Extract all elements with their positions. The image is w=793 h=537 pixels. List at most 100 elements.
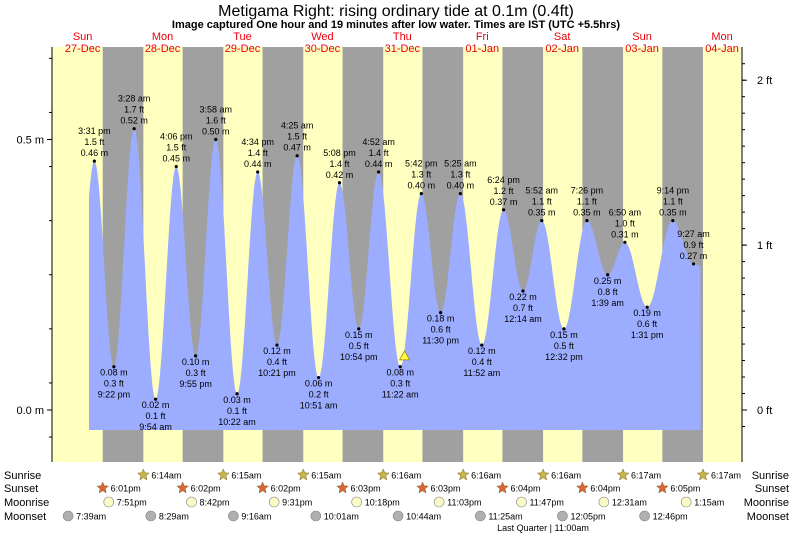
tide-label: 0.35 m xyxy=(659,208,687,218)
tide-label: 1.3 ft xyxy=(411,170,432,180)
tide-label: 7:26 pm xyxy=(571,186,604,196)
tide-label: 9:14 pm xyxy=(657,186,690,196)
tide-label: 0.52 m xyxy=(120,116,148,126)
tide-point xyxy=(132,127,136,131)
tide-point xyxy=(501,208,506,212)
tide-label: 11:22 am xyxy=(382,390,419,400)
day-name: Tue xyxy=(233,31,252,43)
tide-label: 0.44 m xyxy=(244,159,272,169)
sunrise-icon xyxy=(216,468,230,481)
moonset-time: 8:29am xyxy=(159,512,189,522)
tide-label: 9:27 am xyxy=(677,229,710,239)
moonset-row-label-left: Moonset xyxy=(4,511,46,523)
tide-label: 0.5 ft xyxy=(349,341,370,351)
tide-label: 0.1 ft xyxy=(227,406,248,416)
tide-label: 1.1 ft xyxy=(663,197,684,207)
tide-point xyxy=(235,392,239,396)
tide-label: 0.7 ft xyxy=(513,303,534,313)
tide-label: 0.2 ft xyxy=(309,390,330,400)
tide-label: 3:28 am xyxy=(118,94,151,104)
tide-point xyxy=(295,154,299,158)
tide-label: 0.1 ft xyxy=(146,411,167,421)
moonrise-icon xyxy=(351,496,363,508)
tide-label: 5:25 am xyxy=(444,159,477,169)
tide-label: 5:52 am xyxy=(525,186,558,196)
tide-label: 0.12 m xyxy=(263,346,291,356)
tide-label: 10:54 pm xyxy=(340,352,378,362)
tide-label: 1.1 ft xyxy=(532,197,553,207)
sunset-time: 6:01pm xyxy=(111,484,141,494)
sunset-time: 6:03pm xyxy=(430,484,460,494)
tide-label: 4:25 am xyxy=(281,121,314,131)
moonrise-icon xyxy=(680,496,692,508)
sunrise-row-label-right: Sunrise xyxy=(752,470,789,482)
tide-point xyxy=(691,262,696,266)
moonset-icon xyxy=(557,510,568,522)
tide-point xyxy=(480,343,484,347)
moonset-icon xyxy=(62,510,74,522)
tide-label: 9:55 pm xyxy=(179,379,212,389)
sunset-row-label-right: Sunset xyxy=(755,483,789,495)
tide-label: 1.5 ft xyxy=(166,143,187,153)
moonset-row-label-right: Moonset xyxy=(747,511,789,523)
tide-label: 0.37 m xyxy=(490,197,518,207)
tide-label: 4:06 pm xyxy=(160,132,193,142)
tide-point xyxy=(398,365,402,369)
tide-point xyxy=(337,181,342,185)
sunset-icon xyxy=(416,481,429,494)
tide-point xyxy=(419,192,423,196)
moonrise-row-label-right: Moonrise xyxy=(744,497,789,509)
tide-label: 0.40 m xyxy=(447,181,475,191)
moonrise-icon xyxy=(186,496,197,508)
moonset-time: 7:39am xyxy=(76,512,106,522)
moonset-icon xyxy=(392,510,404,522)
sunset-icon xyxy=(256,481,269,494)
tide-label: 1.7 ft xyxy=(124,105,145,115)
tide-label: 0.42 m xyxy=(326,170,354,180)
tide-label: 0.08 m xyxy=(386,368,414,378)
moonrise-time: 7:51pm xyxy=(117,498,147,508)
sunset-icon xyxy=(576,481,589,494)
sunset-icon xyxy=(96,481,110,494)
moonset-time: 11:25am xyxy=(488,512,522,522)
sunset-icon xyxy=(496,481,509,494)
day-name: Sun xyxy=(632,31,652,43)
sunrise-icon xyxy=(136,468,150,481)
tide-label: 1.2 ft xyxy=(494,186,515,196)
sunset-time: 6:04pm xyxy=(590,484,620,494)
sunset-time: 6:02pm xyxy=(191,484,221,494)
tide-point xyxy=(671,219,675,223)
moonrise-time: 1:15am xyxy=(694,498,724,508)
tide-label: 0.3 ft xyxy=(186,368,207,378)
sunrise-icon xyxy=(376,468,390,481)
tide-point xyxy=(606,273,610,277)
tide-label: 6:24 pm xyxy=(487,175,520,185)
tide-label: 0.06 m xyxy=(305,379,333,389)
tide-label: 0.22 m xyxy=(509,292,537,302)
moonset-time: 12:46pm xyxy=(653,512,688,522)
sunset-time: 6:03pm xyxy=(351,484,381,494)
tide-label: 0.44 m xyxy=(365,159,393,169)
tide-label: 0.46 m xyxy=(81,148,109,158)
tide-point xyxy=(174,164,178,169)
day-date: 01-Jan xyxy=(465,43,499,55)
tide-label: 10:22 am xyxy=(218,417,256,427)
tide-point xyxy=(275,343,279,347)
tide-label: 1:39 am xyxy=(591,298,624,308)
tide-label: 0.35 m xyxy=(573,208,601,218)
moonset-time: 12:05pm xyxy=(570,512,605,522)
tide-label: 0.9 ft xyxy=(684,240,705,250)
sunrise-time: 6:16am xyxy=(471,471,501,481)
tide-label: 12:32 pm xyxy=(545,352,583,362)
sunset-time: 6:02pm xyxy=(271,484,301,494)
moonset-icon xyxy=(228,510,239,522)
day-name: Fri xyxy=(476,31,489,43)
sunrise-row-label-left: Sunrise xyxy=(4,470,41,482)
tide-label: 1:31 pm xyxy=(631,330,664,340)
sunrise-time: 6:15am xyxy=(311,471,341,481)
moonset-time: 10:44am xyxy=(406,512,441,522)
sunset-time: 6:05pm xyxy=(670,484,700,494)
tide-label: 0.19 m xyxy=(633,308,661,318)
chart-subtitle: Image captured One hour and 19 minutes a… xyxy=(172,19,621,31)
